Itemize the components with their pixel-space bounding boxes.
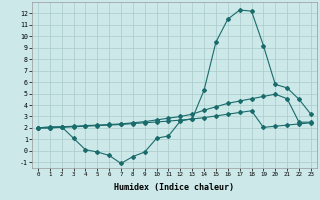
X-axis label: Humidex (Indice chaleur): Humidex (Indice chaleur) <box>115 183 234 192</box>
